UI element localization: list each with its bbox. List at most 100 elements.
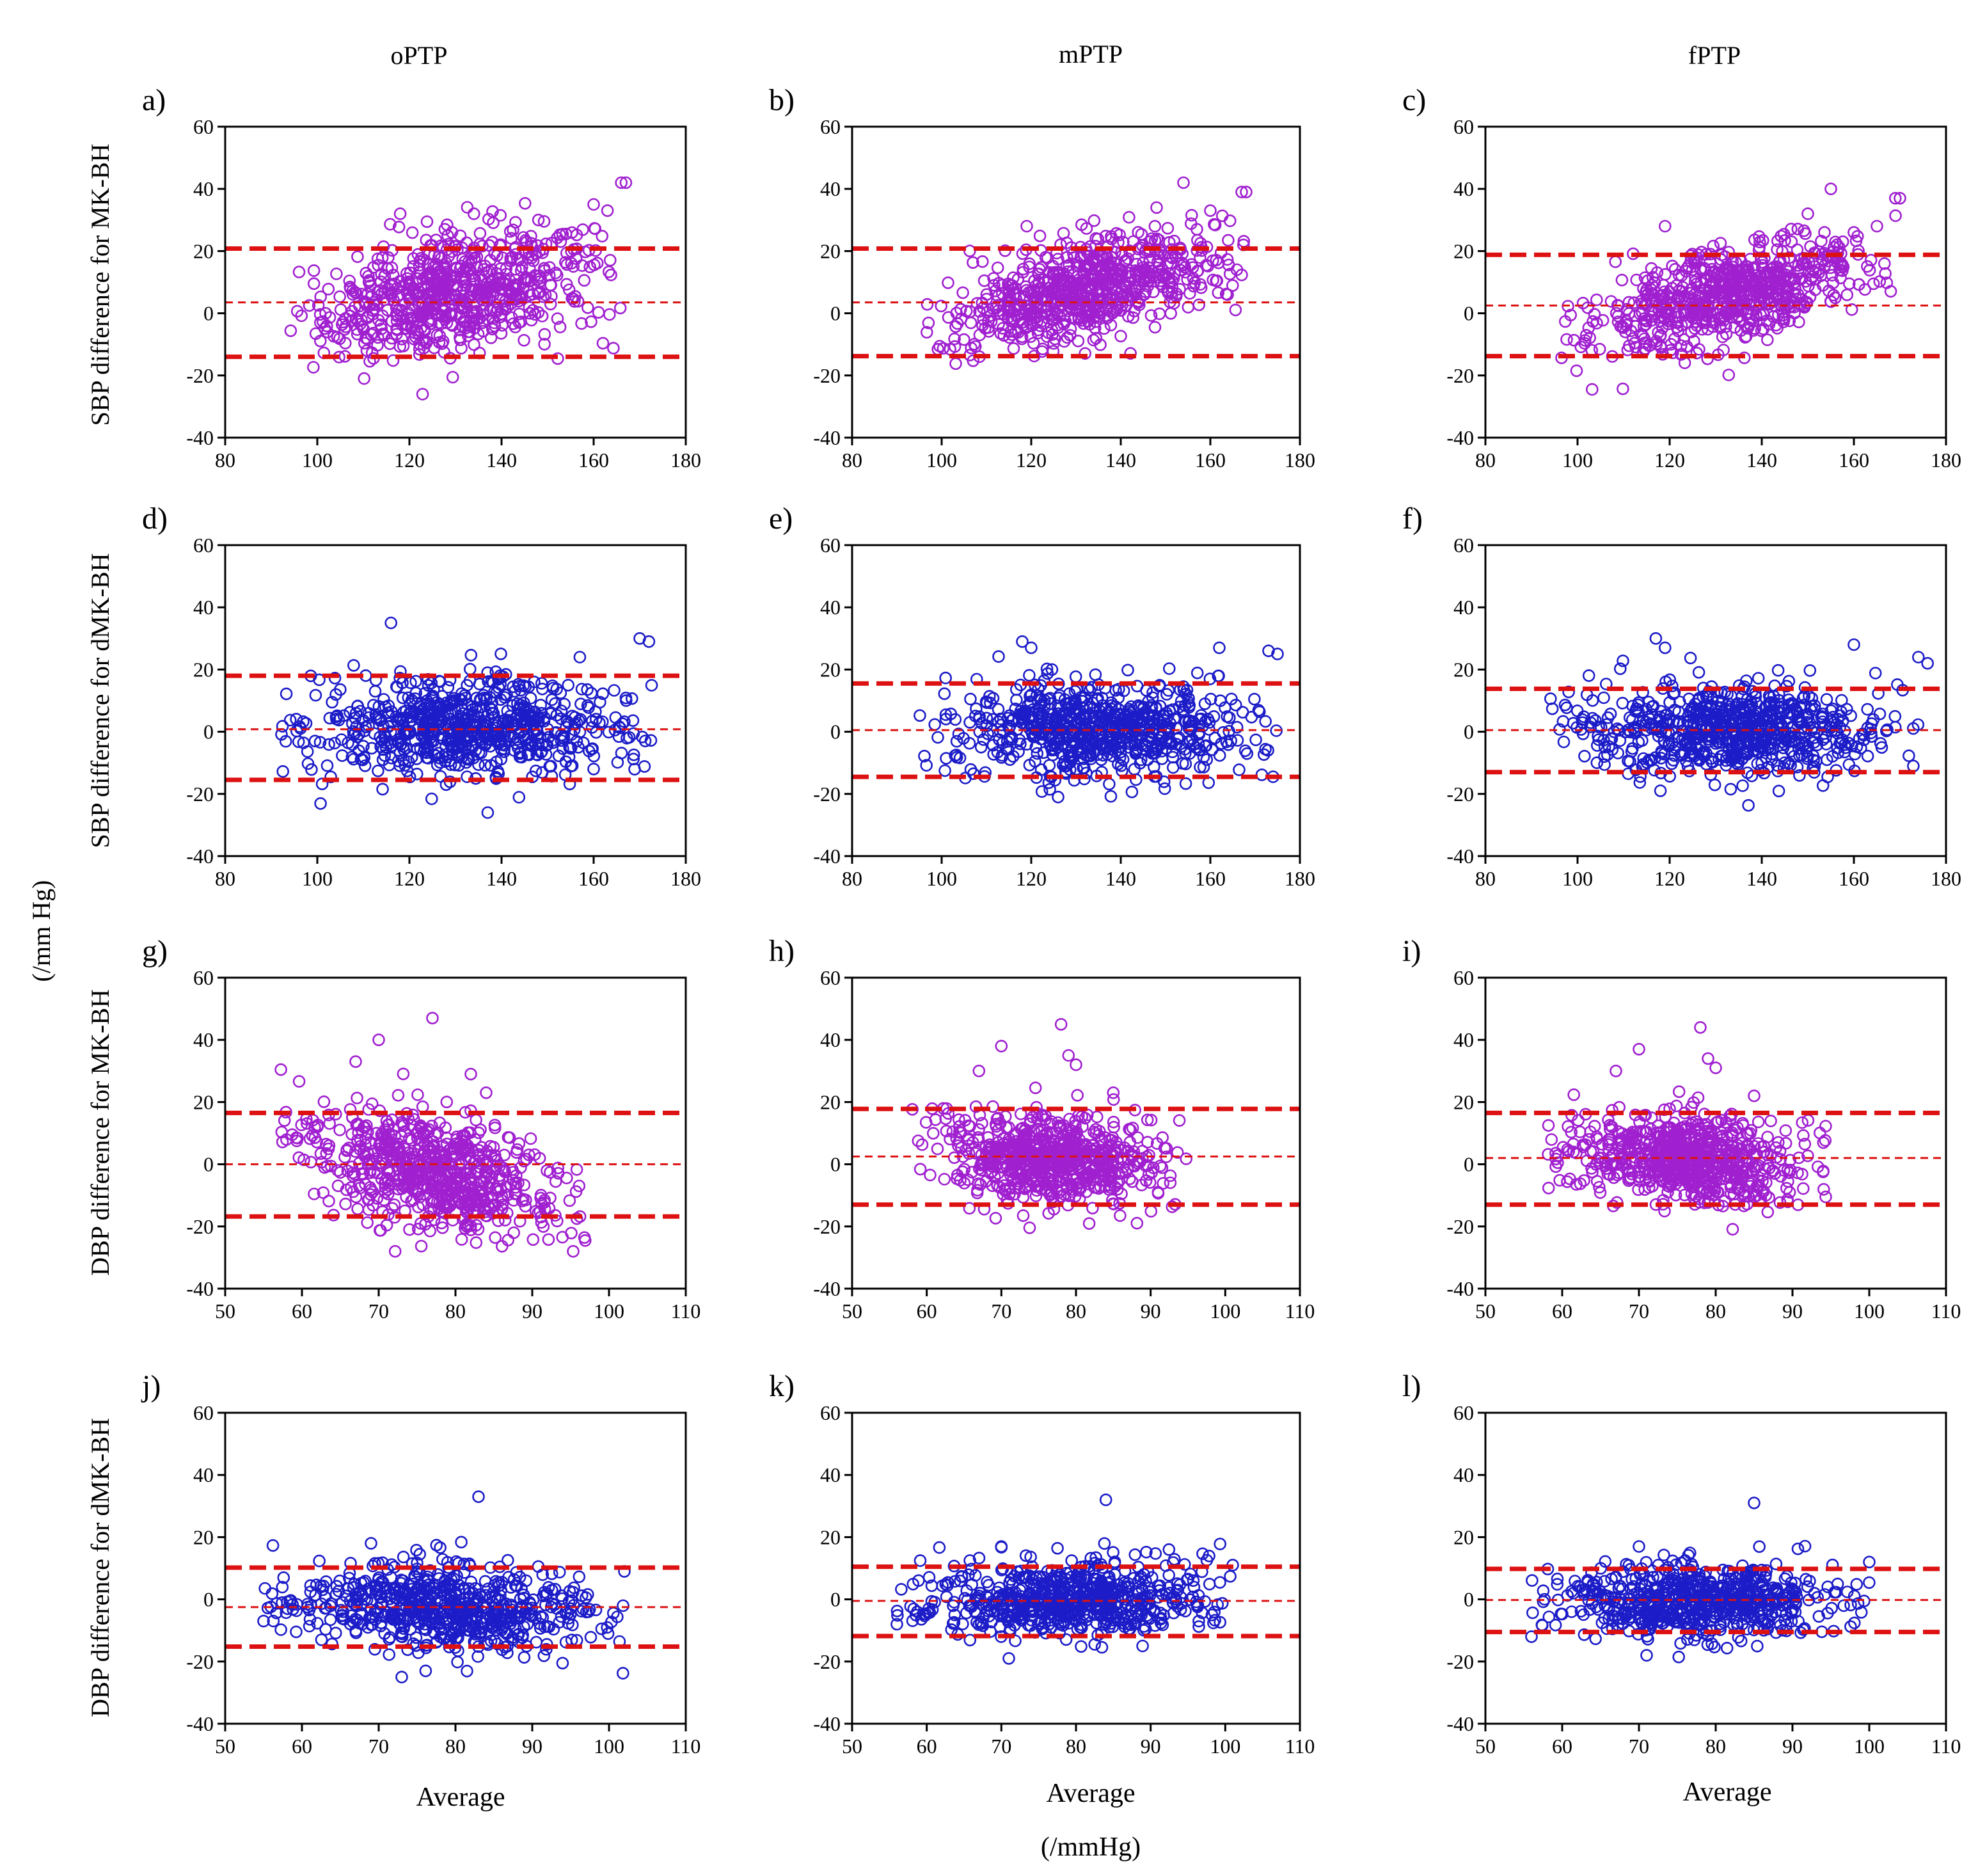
scatter-point: [575, 317, 588, 330]
scatter-point: [1223, 267, 1237, 281]
scatter-point: [468, 306, 481, 319]
scatter-point: [618, 715, 631, 728]
scatter-point: [1622, 296, 1636, 309]
scatter-point: [475, 285, 489, 298]
scatter-point: [1735, 276, 1748, 290]
scatter-point: [383, 337, 397, 351]
scatter-point: [1907, 759, 1920, 772]
scatter-point: [1011, 273, 1025, 286]
scatter-point: [436, 277, 450, 290]
scatter-point: [1590, 317, 1603, 330]
scatter-point: [1129, 284, 1143, 298]
scatter-point: [1714, 287, 1727, 300]
scatter-point: [504, 255, 518, 267]
scatter-point: [424, 239, 437, 252]
scatter-point: [1191, 264, 1205, 278]
x-tick-label: 100: [1562, 449, 1593, 472]
scatter-point: [1677, 333, 1691, 346]
scatter-point: [1094, 338, 1107, 351]
scatter-point: [1750, 299, 1763, 312]
scatter-point: [1034, 260, 1048, 274]
scatter-point: [550, 269, 564, 282]
scatter-point: [279, 735, 292, 748]
scatter-point: [1597, 691, 1610, 704]
scatter-point: [392, 220, 406, 234]
scatter-point: [1574, 340, 1587, 354]
scatter-point: [532, 306, 545, 319]
scatter-point: [1668, 332, 1681, 346]
scatter-point: [351, 250, 364, 264]
scatter-point: [1125, 785, 1139, 799]
scatter-point: [1659, 267, 1672, 281]
scatter-point: [569, 711, 582, 724]
scatter-point: [473, 227, 487, 240]
scatter-point: [1088, 214, 1101, 227]
scatter-point: [1546, 702, 1559, 715]
scatter-point: [315, 777, 329, 790]
scatter-point: [1007, 342, 1020, 355]
scatter-point: [538, 328, 551, 341]
scatter-point: [534, 699, 548, 711]
x-tick-label: 140: [486, 867, 517, 890]
scatter-point: [361, 287, 374, 301]
scatter-point: [466, 285, 480, 298]
scatter-point: [479, 759, 492, 772]
scatter-point: [1033, 229, 1047, 242]
scatter-point: [1144, 309, 1158, 322]
scatter-point: [1722, 246, 1736, 258]
scatter-point: [346, 288, 360, 301]
scatter-point: [1704, 306, 1716, 319]
scatter-point: [313, 335, 327, 347]
scatter-point: [615, 176, 628, 189]
scatter-point: [1175, 256, 1189, 269]
plot-frame: [224, 125, 687, 439]
scatter-point: [977, 274, 991, 287]
scatter-point: [386, 354, 400, 367]
scatter-point: [474, 287, 487, 299]
x-tick-label: 160: [1839, 867, 1869, 890]
scatter-point: [467, 207, 480, 220]
scatter-point: [1148, 219, 1162, 233]
scatter-point: [432, 674, 446, 688]
scatter-point: [1072, 335, 1085, 347]
x-tick-label: 180: [1931, 867, 1961, 890]
scatter-point: [1121, 664, 1134, 677]
scatter-point: [1760, 288, 1773, 301]
x-tick-label: 100: [302, 449, 333, 472]
scatter-point: [448, 270, 461, 283]
scatter-point: [392, 1089, 405, 1102]
scatter-point: [555, 734, 568, 747]
scatter-point: [1629, 309, 1642, 322]
scatter-point: [319, 306, 332, 320]
scatter-point: [1618, 325, 1632, 338]
scatter-point: [292, 266, 306, 278]
scatter-point: [1753, 276, 1767, 289]
scatter-point: [976, 319, 989, 332]
scatter-point: [587, 749, 601, 763]
scatter-point: [1564, 308, 1577, 322]
scatter-point: [1787, 301, 1801, 314]
scatter-point: [436, 337, 448, 350]
x-tick-label: 160: [1839, 449, 1869, 472]
scatter-point: [394, 275, 407, 288]
scatter-point: [490, 267, 503, 280]
x-tick-label: 120: [1654, 449, 1685, 472]
scatter-point: [512, 791, 526, 804]
scatter-point: [322, 738, 335, 751]
scatter-point: [1782, 271, 1795, 284]
scatter-point: [323, 711, 336, 725]
y-axis-label: SBP difference for MK-BH: [86, 143, 115, 425]
x-axis-label-oPTP: Average: [416, 1783, 505, 1812]
scatter-point: [410, 277, 423, 290]
scatter-point: [301, 745, 314, 758]
scatter-point: [1666, 259, 1679, 273]
scatter-point: [1020, 219, 1033, 233]
scatter-point: [1061, 274, 1074, 287]
scatter-point: [1578, 337, 1591, 350]
scatter-point: [1593, 342, 1606, 356]
scatter-point: [1064, 322, 1077, 335]
scatter-point: [1087, 252, 1100, 266]
scatter-point: [1889, 191, 1902, 205]
scatter-point: [581, 301, 594, 314]
y-tick-label: -20: [813, 364, 841, 387]
